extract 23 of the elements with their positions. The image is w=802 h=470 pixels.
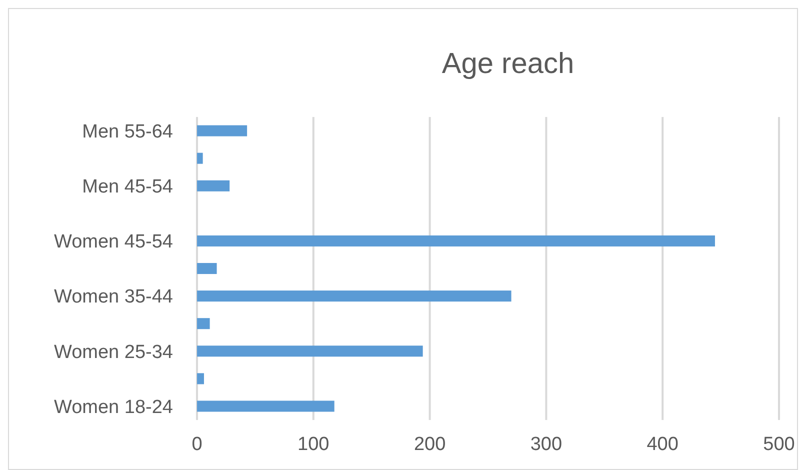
bar — [197, 180, 230, 192]
bar — [197, 373, 204, 384]
y-tick-label: Men 45-54 — [82, 176, 174, 198]
y-tick-label: Women 35-44 — [54, 286, 174, 308]
y-tick-label: Men 55-64 — [82, 121, 174, 142]
bar — [197, 290, 512, 302]
bar — [197, 125, 248, 136]
x-tick-label: 400 — [646, 434, 678, 455]
bar — [197, 152, 203, 164]
bar — [197, 235, 715, 246]
bar — [197, 400, 334, 412]
y-tick-label: Women 18-24 — [54, 396, 174, 418]
y-tick-label: Women 25-34 — [54, 342, 174, 363]
y-tick-label: Women 45-54 — [54, 232, 174, 253]
chart-title: Age reach — [442, 48, 574, 80]
x-tick-label: 0 — [192, 434, 202, 455]
bar — [197, 318, 210, 330]
bar — [197, 262, 217, 274]
bar — [197, 346, 423, 357]
x-tick-label: 300 — [530, 434, 562, 455]
x-tick-label: 500 — [763, 434, 795, 455]
x-tick-label: 200 — [414, 434, 446, 455]
x-tick-label: 100 — [298, 434, 330, 455]
